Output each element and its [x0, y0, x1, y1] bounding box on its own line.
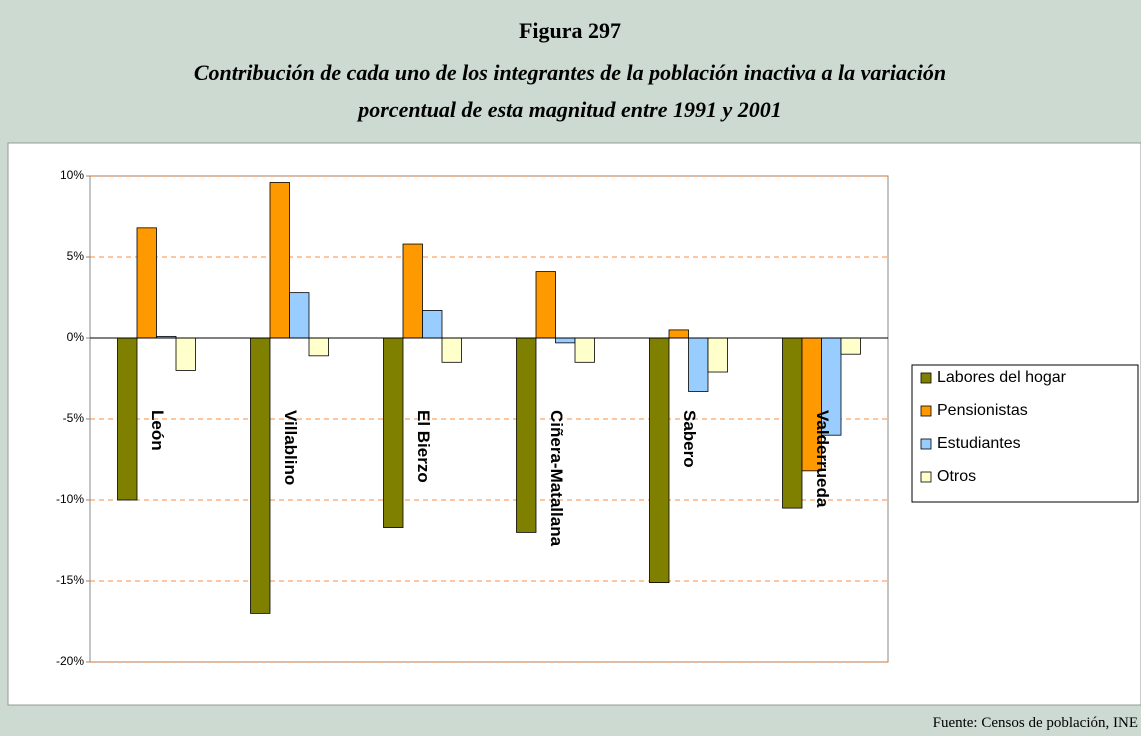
y-tick-label: -5% — [63, 411, 85, 425]
x-tick-label: Villablino — [281, 410, 300, 485]
y-tick-label: -10% — [56, 492, 84, 506]
bar — [136, 227, 157, 339]
bar — [840, 337, 861, 355]
legend-swatch — [920, 438, 932, 450]
y-tick-label: -20% — [56, 654, 84, 668]
bar — [383, 337, 404, 528]
legend-label: Labores del hogar — [937, 369, 1067, 386]
chart-title: Figura 297 — [519, 18, 621, 43]
y-tick-label: 0% — [67, 330, 85, 344]
bar — [688, 337, 709, 392]
bar — [175, 337, 196, 371]
y-tick-label: 10% — [60, 168, 84, 182]
legend-label: Estudiantes — [937, 435, 1021, 452]
chart-subtitle: Contribución de cada uno de los integran… — [194, 60, 946, 85]
bar — [269, 182, 290, 339]
bar — [402, 243, 423, 339]
bar — [441, 337, 462, 363]
legend-swatch — [920, 405, 932, 417]
y-tick-label: 5% — [67, 249, 85, 263]
legend-label: Otros — [937, 468, 976, 485]
bar — [782, 337, 803, 509]
legend-label: Pensionistas — [937, 402, 1028, 419]
bar — [668, 329, 689, 339]
bar — [555, 337, 576, 344]
legend — [911, 364, 1139, 503]
bar — [574, 337, 595, 363]
bar — [308, 337, 329, 357]
x-tick-label: Sabero — [680, 410, 699, 468]
source: Fuente: Censos de población, INE — [933, 715, 1138, 731]
x-tick-label: León — [148, 410, 167, 451]
x-tick-label: Valderrueda — [813, 410, 832, 508]
bar — [707, 337, 728, 373]
bar — [289, 292, 310, 339]
bar — [649, 337, 670, 584]
bar — [535, 271, 556, 339]
legend-swatch — [920, 372, 932, 384]
bar — [250, 337, 271, 614]
chart-subtitle: porcentual de esta magnitud entre 1991 y… — [356, 97, 782, 122]
x-tick-label: El Bierzo — [414, 410, 433, 483]
y-tick-label: -15% — [56, 573, 84, 587]
bar — [516, 337, 537, 533]
x-tick-label: Ciñera-Matallana — [547, 410, 566, 547]
bar — [117, 337, 138, 501]
legend-swatch — [920, 471, 932, 483]
bar — [422, 310, 443, 339]
